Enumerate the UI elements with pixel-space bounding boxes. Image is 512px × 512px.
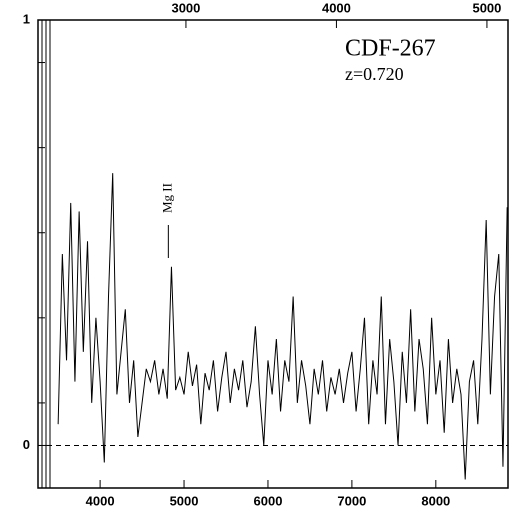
x2-tick-label: 5000 (472, 0, 501, 15)
y-tick-label: 1 (23, 11, 30, 26)
x-tick-label: 8000 (421, 493, 450, 508)
annotation: Mg II (159, 183, 174, 213)
x-tick-label: 7000 (337, 493, 366, 508)
spectrum-line (57, 173, 508, 480)
x-tick-label: 5000 (170, 493, 199, 508)
x-tick-label: 4000 (86, 493, 115, 508)
chart-title: CDF-267 (345, 36, 436, 62)
plot-frame (37, 19, 509, 489)
y-tick-label: 0 (23, 437, 30, 452)
x-tick-label: 6000 (254, 493, 283, 508)
x2-tick-label: 4000 (322, 0, 351, 15)
x2-tick-label: 3000 (171, 0, 200, 15)
chart-subtitle: z=0.720 (345, 64, 404, 84)
